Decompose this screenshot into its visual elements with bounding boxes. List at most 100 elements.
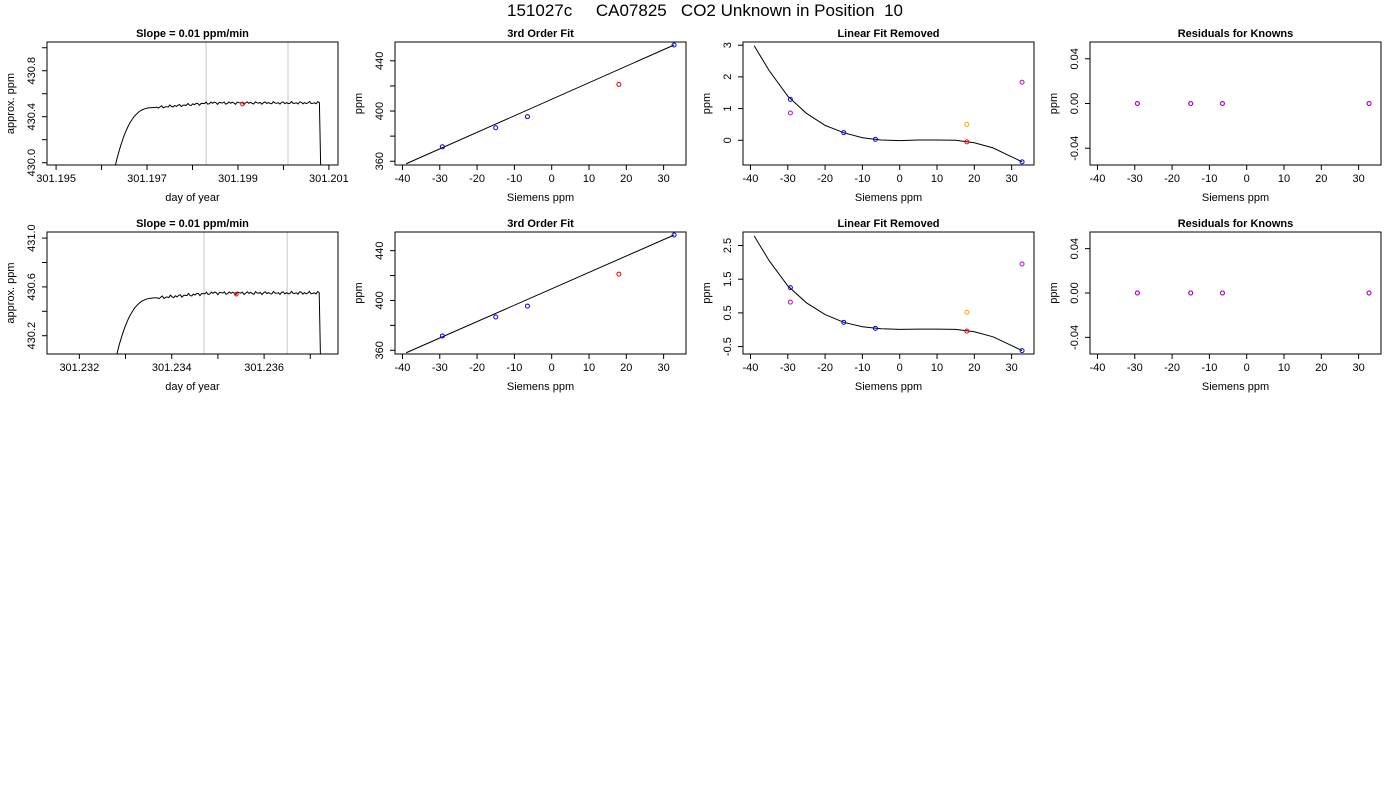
x-tick-label: 10 [931,362,943,374]
x-tick-label: 301.236 [244,362,284,374]
x-tick-label: -10 [854,362,870,374]
x-tick-label: 20 [968,173,980,185]
y-tick-label: 360 [374,341,386,359]
x-tick-label: -30 [780,173,796,185]
x-tick-label: -40 [1090,362,1106,374]
x-tick-label: -10 [1201,362,1217,374]
marker-point [240,101,245,107]
x-axis-label: Siemens ppm [1202,192,1269,204]
x-tick-label: -20 [469,362,485,374]
page-title: 151027c CA07825 CO2 Unknown in Position … [507,1,903,20]
plot-title: Residuals for Knowns [1178,218,1294,230]
data-point [524,303,530,309]
x-tick-label: 20 [620,173,632,185]
y-tick-label: 430.0 [26,149,38,177]
data-point [964,139,970,145]
data-point [1188,290,1194,296]
x-axis-label: Siemens ppm [855,192,922,204]
data-point [841,130,847,136]
y-tick-label: 360 [374,152,386,170]
plot-fit-1: 3rd Order Fit Siemens ppm ppm -40 -30 -20 -10 0… [353,28,687,204]
y-tick-label: 1.5 [722,272,734,287]
y-tick-label: 400 [374,291,386,309]
plot-title: Linear Fit Removed [837,28,939,40]
data-point [671,232,677,238]
x-tick-label: -40 [1090,173,1106,185]
y-tick-label: 430.2 [26,322,38,350]
y-tick-label: 400 [374,102,386,120]
x-tick-label: 30 [1352,173,1364,185]
data-point [1019,261,1025,267]
data-point [787,299,793,305]
plot-area [753,235,1025,354]
data-point [524,114,530,120]
x-tick-label: 301.201 [309,173,349,185]
x-tick-label: -40 [395,173,411,185]
plot-area [753,45,1025,165]
data-point [787,96,793,102]
plot-frame [394,231,687,355]
y-tick-label: 3 [722,42,734,48]
trace-line [114,100,322,165]
x-axis-label: day of year [165,192,220,204]
x-tick-label: -20 [469,173,485,185]
x-tick-label: 10 [931,173,943,185]
data-point [439,333,445,339]
y-tick-label: 440 [374,52,386,70]
x-tick-label: 30 [1005,173,1017,185]
y-axis-label: ppm [701,282,713,303]
data-point [1188,101,1194,106]
x-tick-label: -20 [817,173,833,185]
plot-area [1134,290,1372,296]
x-tick-label: -20 [817,362,833,374]
x-tick-label: 20 [1315,362,1327,374]
y-tick-label: 0.5 [722,305,734,320]
x-tick-label: -10 [506,173,522,185]
data-point [616,271,622,277]
data-point [1219,101,1225,106]
plot-frame [46,41,339,166]
y-tick-label: 0.04 [1069,238,1081,259]
x-tick-label: 20 [620,362,632,374]
x-tick-label: 10 [1278,362,1290,374]
x-tick-label: 0 [549,362,555,374]
y-axis-label: ppm [353,282,365,303]
plot-known-2: Residuals for Knowns Siemens ppm ppm -40 -30… [1048,218,1382,393]
x-tick-label: 0 [1244,362,1250,374]
data-point [787,285,793,291]
plot-area [405,232,677,354]
data-point [872,136,878,142]
x-tick-label: 30 [1352,362,1364,374]
x-tick-label: 301.197 [127,173,167,185]
plot-resid-2: Linear Fit Removed Siemens ppm ppm -40 -30 -2… [701,218,1035,393]
x-tick-label: -20 [1164,362,1180,374]
plot-title: Linear Fit Removed [837,218,939,230]
plot-frame [1089,231,1382,355]
x-tick-label: 30 [657,173,669,185]
x-tick-label: -30 [780,362,796,374]
x-tick-label: 301.232 [59,362,99,374]
x-axis-label: Siemens ppm [507,381,574,393]
y-tick-label: 1 [722,106,734,112]
x-tick-label: -40 [743,362,759,374]
x-tick-label: 0 [549,173,555,185]
x-tick-label: 0 [1244,173,1250,185]
plot-frame [1089,41,1382,166]
data-point [1019,348,1025,354]
x-axis-label: day of year [165,381,220,393]
data-point [964,309,970,315]
data-point [671,42,677,48]
x-tick-label: -30 [1127,362,1143,374]
x-tick-label: 30 [657,362,669,374]
y-axis-label: ppm [353,93,365,114]
data-point [616,81,622,87]
plot-title: Residuals for Knowns [1178,28,1294,40]
x-axis-label: Siemens ppm [507,192,574,204]
data-point [964,328,970,334]
plot-frame [46,231,339,355]
data-point [439,144,445,150]
y-tick-label: 2 [722,74,734,80]
y-tick-label: -0.04 [1069,325,1081,350]
x-tick-label: 0 [897,173,903,185]
plot-frame [742,41,1035,166]
